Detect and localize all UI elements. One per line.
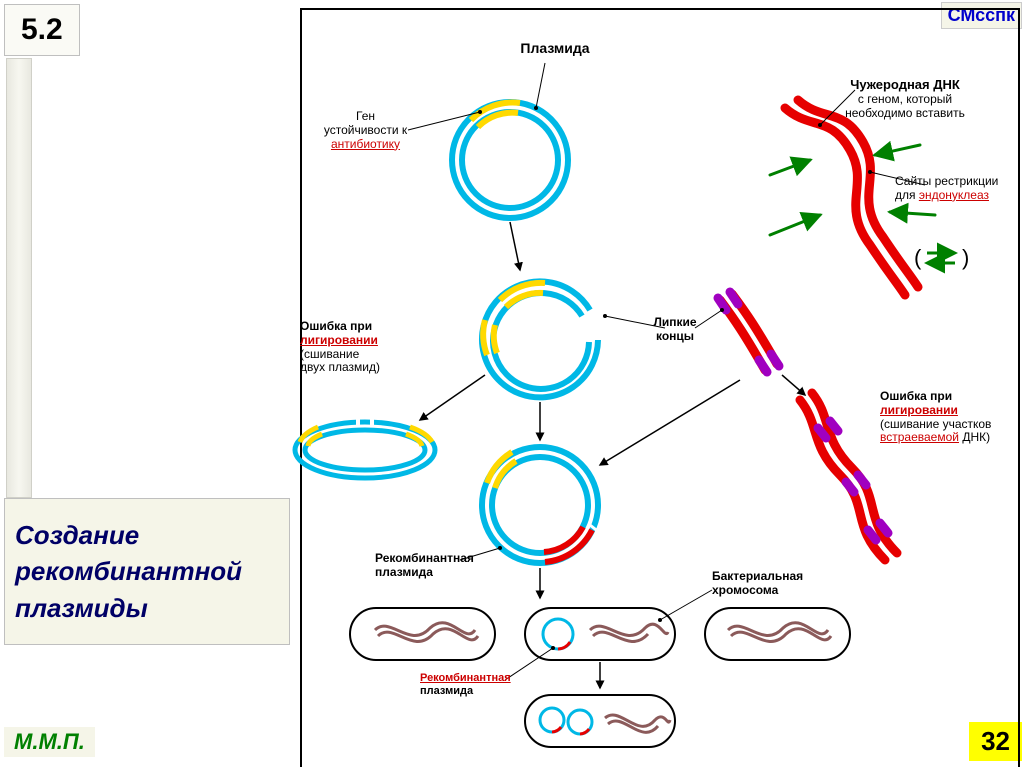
bacteria-row (350, 608, 850, 660)
label-ligation-error-b: Ошибка при лигировании (сшивание участко… (880, 390, 1015, 445)
label-ligation-error-a: Ошибка при лигировании (сшивание двух пл… (300, 320, 410, 375)
restriction-legend: ( ) (914, 245, 969, 270)
label-bacterial-chromosome: Бактериальная хромосома (712, 570, 822, 598)
label-resist-gene: Ген устойчивости к антибиотику (318, 110, 413, 151)
label-recombinant: Рекомбинантная плазмида (375, 552, 495, 580)
svg-text:): ) (962, 245, 969, 270)
plasmid-top (452, 102, 568, 218)
label-plasmid: Плазмида (500, 40, 610, 56)
svg-text:(: ( (914, 245, 922, 270)
dna-fragment (718, 292, 779, 372)
bacteria-final (525, 695, 675, 747)
plasmid-recombinant (482, 447, 600, 563)
label-restriction: Сайты рестрикции для эндонуклеаз (895, 175, 1015, 203)
plasmid-cut (482, 281, 598, 397)
double-plasmid-error (295, 422, 435, 478)
label-recomb-in-cell: Рекомбинантная плазмида (420, 672, 520, 697)
label-sticky-ends: Липкие концы (645, 316, 705, 344)
label-foreign-dna: Чужеродная ДНК с геном, который необходи… (830, 78, 980, 121)
